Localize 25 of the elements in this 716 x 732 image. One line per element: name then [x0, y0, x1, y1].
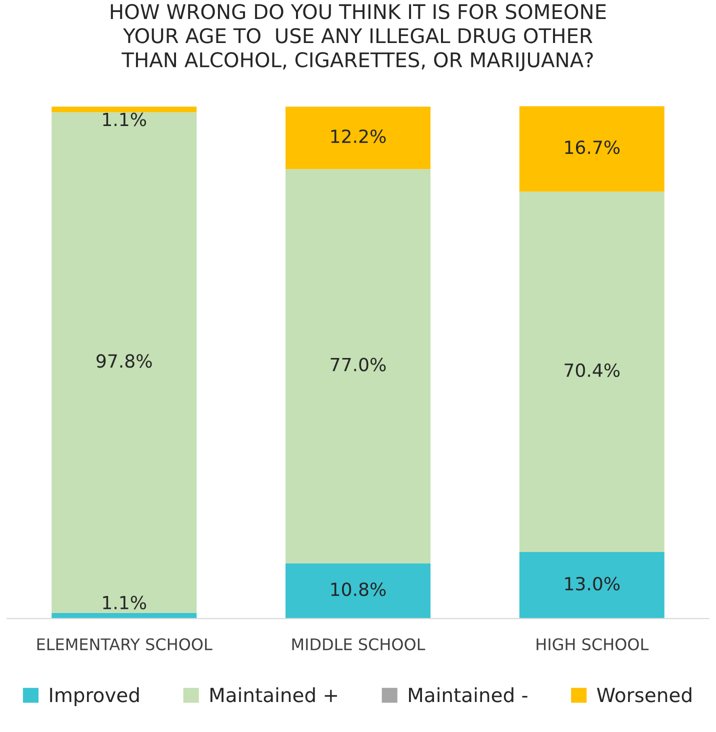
- bar: [285, 563, 431, 619]
- data-label: 12.2%: [331, 129, 386, 144]
- data-label: 1.1%: [103, 112, 146, 126]
- bar: [52, 106, 197, 112]
- data-label: 70.4%: [564, 363, 620, 378]
- x-tick-label: MIDDLE SCHOOL: [292, 638, 426, 650]
- bar: [52, 112, 197, 613]
- data-label: 16.7%: [565, 140, 620, 154]
- data-label: 13.0%: [565, 576, 620, 591]
- data-label: 1.1%: [103, 596, 146, 610]
- data-label: 77.0%: [330, 358, 386, 372]
- data-label: 10.8%: [331, 582, 386, 596]
- legend-label: Worsened: [596, 687, 692, 702]
- bar: [285, 169, 431, 564]
- chart-title: HOW WRONG DO YOU THINK IT IS FOR SOMEONE YOUR AGE TO USE ANY ILLEGAL DRUG OTHER THAN ALCOHOL, CIGARETTES, OR MARIJUANA?: [110, 4, 606, 72]
- legend-label: Improved: [50, 687, 139, 706]
- bar: [285, 106, 431, 170]
- bar: [519, 106, 664, 192]
- data-label: 97.8%: [96, 354, 152, 368]
- x-tick-label: ELEMENTARY SCHOOL: [37, 638, 212, 650]
- bar: [519, 192, 664, 552]
- legend-label: Maintained +: [210, 687, 337, 702]
- legend-label: Maintained -: [409, 687, 528, 702]
- x-tick-label: HIGH SCHOOL: [536, 638, 649, 650]
- bar: [519, 552, 664, 619]
